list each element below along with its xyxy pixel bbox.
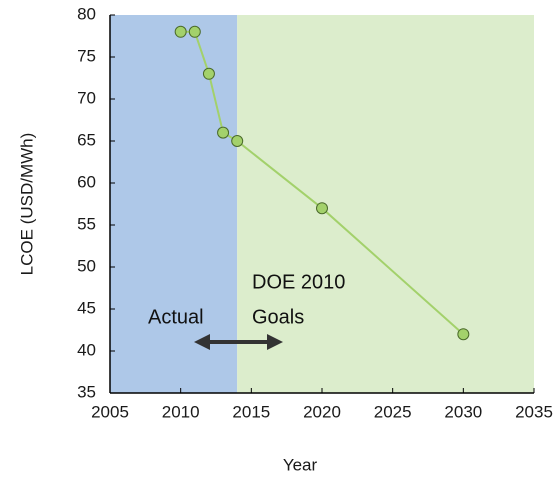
- y-axis-label: LCOE (USD/MWh): [17, 133, 36, 276]
- y-tick-label: 55: [77, 214, 96, 233]
- shaded-region: [237, 15, 534, 393]
- y-tick-label: 65: [77, 130, 96, 149]
- double-arrow: [194, 334, 283, 350]
- x-tick-label: 2020: [303, 402, 341, 421]
- x-tick-label: 2030: [444, 402, 482, 421]
- x-tick-label: 2010: [162, 402, 200, 421]
- x-tick-label: 2025: [374, 402, 412, 421]
- y-tick-label: 35: [77, 382, 96, 401]
- y-tick-label: 45: [77, 298, 96, 317]
- data-point: [457, 328, 470, 341]
- annotation: Goals: [252, 306, 304, 328]
- y-tick-label: 50: [77, 256, 96, 275]
- data-point: [174, 25, 187, 38]
- y-tick-label: 75: [77, 46, 96, 65]
- data-point: [316, 202, 328, 215]
- data-point: [231, 135, 244, 147]
- y-tick-label: 70: [77, 88, 96, 107]
- x-tick-label: 2035: [515, 402, 553, 421]
- data-point: [188, 25, 201, 38]
- shaded-region: [110, 15, 238, 393]
- y-tick-label: 80: [77, 4, 96, 23]
- x-axis-label: Year: [283, 455, 318, 474]
- y-tick-label: 40: [77, 340, 96, 359]
- annotation: Actual: [148, 306, 204, 328]
- data-point: [202, 67, 215, 80]
- regions: [110, 15, 534, 393]
- y-tick-label: 60: [77, 172, 96, 191]
- annotation: DOE 2010: [252, 271, 345, 293]
- data-point: [217, 126, 230, 139]
- x-tick-label: 2015: [232, 402, 270, 421]
- x-tick-label: 2005: [91, 402, 129, 421]
